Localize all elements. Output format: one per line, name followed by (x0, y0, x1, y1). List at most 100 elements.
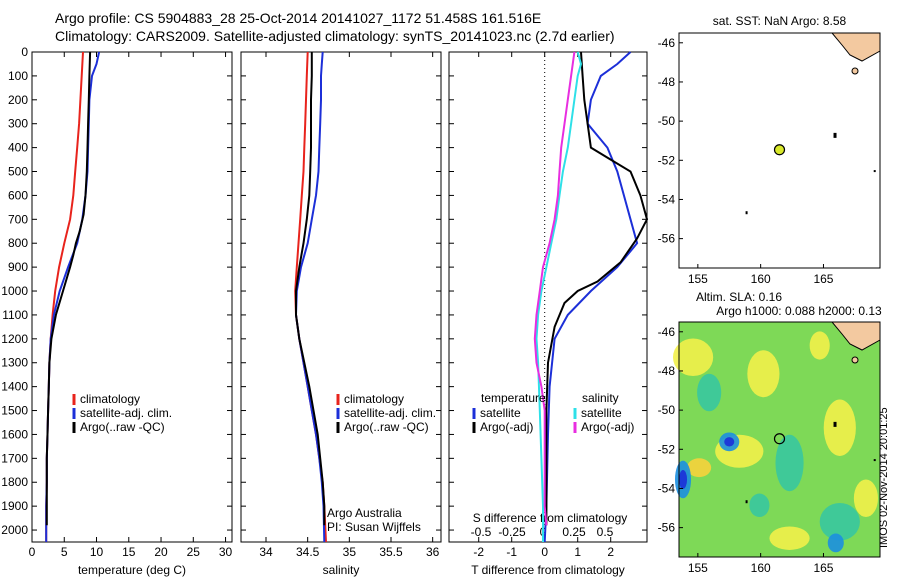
x-tick-label-difference: -1 (506, 545, 517, 559)
x-tick-label-temperature: 5 (61, 545, 68, 559)
legend-temp-label: satellite (480, 406, 521, 420)
map-y-tick-label: -56 (658, 521, 676, 535)
y-tick-label: 1600 (1, 427, 28, 441)
y-tick-label: 600 (8, 188, 28, 202)
x-tick-label-difference: -2 (473, 545, 484, 559)
sla-anomaly-blob (679, 470, 688, 489)
land-campbell-island (873, 459, 876, 462)
land-island (851, 356, 859, 364)
legend-temp-title: temperature (481, 391, 546, 405)
map-x-tick-label: 165 (813, 561, 833, 575)
y-tick-label: 1400 (1, 380, 28, 394)
legend-sal-label: satellite (581, 406, 622, 420)
top-axis-tick-label: 0.25 (562, 525, 586, 539)
series-line-salinity (294, 51, 326, 543)
legend-label-salinity: climatology (344, 392, 404, 406)
x-tick-label-salinity: 36 (426, 545, 440, 559)
sla-anomaly-blob (697, 373, 722, 412)
y-tick-label: 100 (8, 69, 28, 83)
map-x-tick-label: 155 (688, 561, 708, 575)
plot-frame-difference (448, 51, 648, 543)
land-macquarie-island (745, 211, 748, 215)
y-tick-label: 200 (8, 93, 28, 107)
y-tick-label: 900 (8, 260, 28, 274)
land-auckland-islands (833, 421, 837, 427)
sla-anomaly-blob (819, 502, 860, 541)
map-y-tick-label: -52 (658, 442, 676, 456)
legend-sal-label: Argo(-adj) (581, 420, 634, 434)
x-axis-label-salinity: salinity (323, 563, 360, 577)
y-tick-label: 800 (8, 236, 28, 250)
series-line-difference (545, 51, 649, 526)
x-axis-label-temperature: temperature (deg C) (78, 563, 186, 577)
map-y-tick-label: -54 (658, 192, 676, 206)
series-line-difference (543, 51, 639, 543)
argo-float-position (773, 144, 786, 156)
x-tick-label-temperature: 15 (122, 545, 136, 559)
y-tick-label: 0 (21, 45, 28, 59)
annotation-line1: Argo Australia (327, 506, 402, 520)
x-tick-label-difference: 1 (574, 545, 581, 559)
map-x-tick-label: 160 (751, 561, 771, 575)
map-frame-map_sst (678, 32, 881, 269)
sla-anomaly-blob (775, 434, 804, 492)
map-y-tick-label: -48 (658, 75, 676, 89)
x-tick-label-salinity: 34 (259, 545, 273, 559)
sla-anomaly-blob (672, 338, 714, 377)
map-x-tick-label: 160 (751, 272, 771, 286)
map-y-tick-label: -46 (658, 325, 676, 339)
x-tick-label-temperature: 0 (29, 545, 36, 559)
y-tick-label: 1900 (1, 499, 28, 513)
y-tick-label: 500 (8, 165, 28, 179)
top-axis-label: S difference from climatology (473, 511, 628, 525)
annotation-line2: PI: Susan Wijffels (327, 520, 421, 534)
legend-label-temperature: Argo(..raw -QC) (80, 420, 165, 434)
map-x-tick-label: 165 (813, 272, 833, 286)
map-frame-map_sla (678, 321, 881, 558)
x-axis-label-difference: T difference from climatology (471, 563, 625, 577)
x-tick-label-difference: 2 (607, 545, 614, 559)
map-y-tick-label: -52 (658, 153, 676, 167)
x-tick-label-salinity: 35 (343, 545, 357, 559)
top-axis-tick-label: 0.5 (597, 525, 614, 539)
x-tick-label-temperature: 25 (187, 545, 201, 559)
series-line-difference (533, 51, 576, 526)
x-tick-label-temperature: 10 (90, 545, 104, 559)
land-island (851, 67, 859, 75)
land-auckland-islands (833, 132, 837, 138)
map-y-tick-label: -50 (658, 403, 676, 417)
chart-title-line1: Argo profile: CS 5904883_28 25-Oct-2014 … (55, 10, 542, 26)
sla-anomaly-blob (853, 479, 878, 518)
y-tick-label: 1500 (1, 404, 28, 418)
y-tick-label: 1700 (1, 451, 28, 465)
x-tick-label-temperature: 20 (154, 545, 168, 559)
sla-anomaly-blob (823, 399, 856, 456)
legend-label-salinity: satellite-adj. clim. (344, 406, 436, 420)
legend-label-temperature: satellite-adj. clim. (80, 406, 172, 420)
map-x-tick-label: 155 (688, 272, 708, 286)
x-tick-label-difference: 0 (541, 545, 548, 559)
sla-anomaly-blob (769, 526, 810, 550)
land-campbell-island (873, 170, 876, 173)
sla-anomaly-blob (827, 533, 844, 553)
sla-anomaly-blob (749, 493, 770, 518)
chart-title-line2: Climatology: CARS2009. Satellite-adjuste… (55, 28, 615, 44)
map-title-line1: Altim. SLA: 0.16 (696, 290, 782, 304)
argo-float-position (773, 433, 786, 445)
map-title-line2: Argo h1000: 0.088 h2000: 0.13 (716, 304, 882, 318)
y-tick-label: 2000 (1, 523, 28, 537)
y-tick-label: 1300 (1, 356, 28, 370)
land-macquarie-island (745, 500, 748, 504)
map-title-map_sst: sat. SST: NaN Argo: 8.58 (713, 14, 847, 28)
legend-sal-title: salinity (582, 391, 619, 405)
y-tick-label: 400 (8, 141, 28, 155)
plot-frame-temperature (31, 51, 233, 543)
y-tick-label: 1200 (1, 332, 28, 346)
top-axis-tick-label: -0.25 (498, 525, 526, 539)
series-line-temperature (45, 51, 92, 526)
y-tick-label: 1800 (1, 475, 28, 489)
y-tick-label: 300 (8, 117, 28, 131)
sla-anomaly-blob (724, 437, 735, 447)
map-y-tick-label: -56 (658, 232, 676, 246)
x-tick-label-salinity: 35.5 (379, 545, 403, 559)
